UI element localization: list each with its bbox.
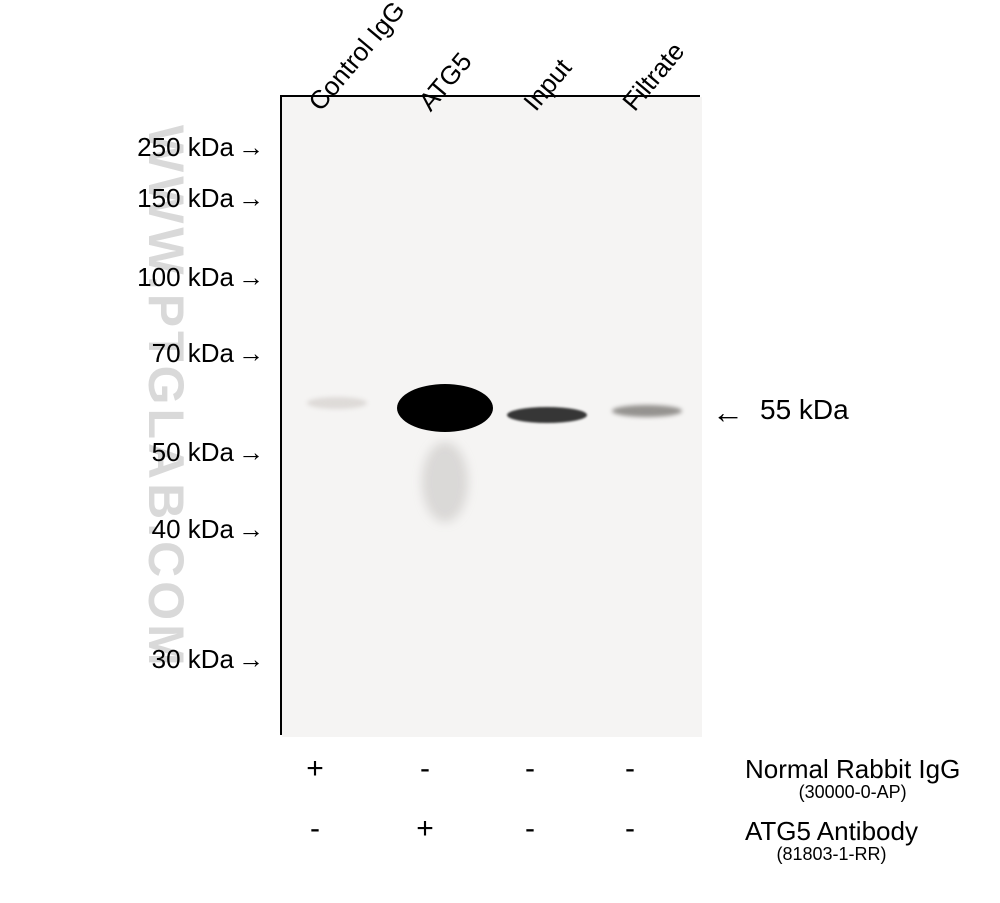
antibody-label: ATG5 Antibody(81803-1-RR)	[745, 818, 918, 864]
mw-marker: 150 kDa→	[137, 183, 264, 214]
blot-svg	[282, 97, 702, 737]
band-filtrate	[612, 405, 682, 417]
mw-marker: 50 kDa→	[152, 437, 264, 468]
mw-marker: 70 kDa→	[152, 338, 264, 369]
mw-marker: 100 kDa→	[137, 262, 264, 293]
blot-membrane	[280, 95, 700, 735]
condition-cell: -	[400, 752, 450, 786]
condition-cell: +	[290, 752, 340, 786]
condition-cell: -	[605, 752, 655, 786]
band-input	[507, 407, 587, 423]
band-arrow: ←	[712, 394, 744, 431]
band-atg5-main	[397, 384, 493, 432]
band-atg5-smear	[422, 442, 468, 522]
mw-marker: 30 kDa→	[152, 644, 264, 675]
condition-cell: -	[605, 812, 655, 846]
condition-cell: -	[505, 752, 555, 786]
band-size-label: 55 kDa	[760, 394, 849, 426]
condition-cell: -	[290, 812, 340, 846]
mw-marker: 40 kDa→	[152, 514, 264, 545]
band-control-igg	[307, 397, 367, 409]
figure-stage: WWW.PTGLAB.COM Control IgGATG5InputFiltr…	[0, 0, 1000, 903]
condition-cell: +	[400, 812, 450, 846]
antibody-label: Normal Rabbit IgG(30000-0-AP)	[745, 756, 960, 802]
mw-marker: 250 kDa→	[137, 132, 264, 163]
condition-cell: -	[505, 812, 555, 846]
